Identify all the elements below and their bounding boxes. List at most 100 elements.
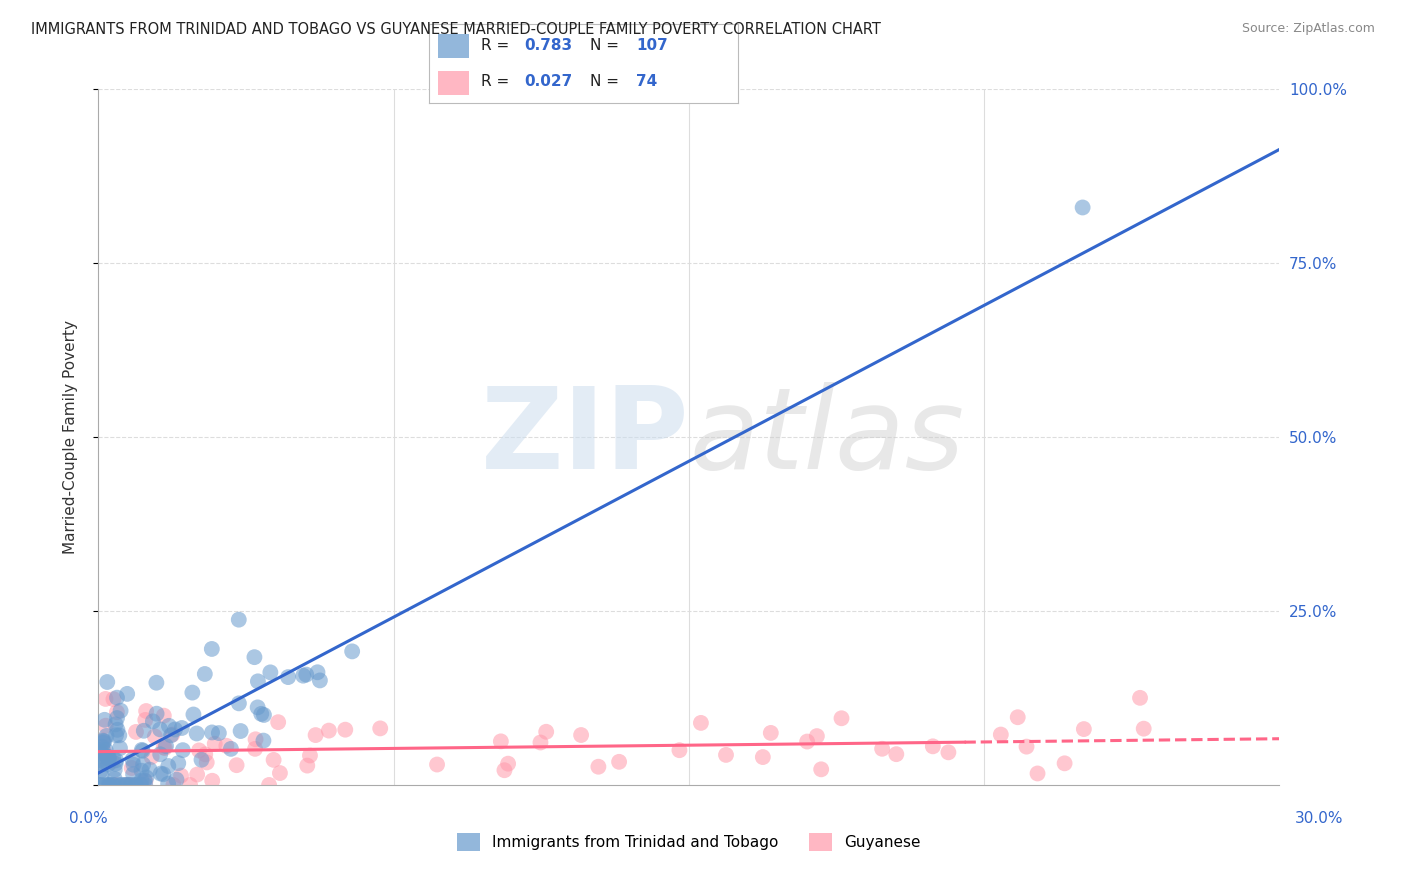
Point [98, 778, 121, 792]
Text: Source: ZipAtlas.com: Source: ZipAtlas.com [1241, 22, 1375, 36]
Point [668, 743, 690, 757]
Point [228, 613, 250, 627]
Point [93, 734, 115, 748]
Point [132, 723, 155, 738]
Point [155, 739, 177, 753]
Point [91, 739, 114, 754]
Bar [439, 71, 470, 95]
Point [103, 778, 125, 792]
Point [90, 748, 112, 763]
Point [569, 728, 592, 742]
Point [752, 750, 775, 764]
Point [114, 778, 136, 792]
Point [94, 778, 117, 792]
Point [1132, 722, 1154, 736]
Point [97, 751, 120, 765]
Y-axis label: Married-Couple Family Poverty: Married-Couple Family Poverty [63, 320, 77, 554]
Point [162, 778, 184, 792]
Point [115, 687, 138, 701]
Point [607, 755, 630, 769]
Point [195, 756, 218, 770]
Point [188, 743, 211, 757]
Text: 107: 107 [636, 37, 668, 53]
Point [194, 747, 217, 762]
Point [101, 755, 124, 769]
Point [243, 650, 266, 665]
Point [91, 734, 114, 748]
Point [183, 707, 205, 722]
Point [124, 778, 146, 792]
Point [114, 778, 136, 792]
Point [194, 667, 217, 681]
Point [97, 749, 120, 764]
Point [120, 778, 142, 792]
Point [170, 769, 193, 783]
Point [93, 745, 115, 759]
Point [806, 729, 828, 743]
Point [496, 756, 519, 771]
Point [94, 692, 117, 706]
Point [120, 778, 142, 792]
Point [426, 757, 449, 772]
Point [190, 753, 212, 767]
Point [690, 715, 713, 730]
Point [186, 726, 208, 740]
Point [125, 778, 148, 792]
Point [831, 711, 853, 725]
Point [105, 728, 128, 742]
Point [91, 754, 114, 768]
Point [340, 644, 363, 658]
Point [269, 766, 291, 780]
Point [201, 773, 224, 788]
Text: 30.0%: 30.0% [1295, 812, 1343, 826]
Point [142, 714, 165, 729]
Point [104, 763, 127, 777]
Point [131, 773, 153, 788]
Point [810, 762, 832, 776]
Point [1007, 710, 1029, 724]
Point [1053, 756, 1076, 771]
Point [181, 685, 204, 699]
Point [90, 778, 112, 792]
Point [201, 642, 224, 657]
Point [167, 756, 190, 771]
Point [335, 723, 357, 737]
Point [990, 728, 1012, 742]
Point [494, 763, 516, 777]
Point [157, 777, 180, 791]
Point [298, 748, 321, 763]
Point [135, 704, 157, 718]
Point [295, 667, 318, 681]
Point [759, 726, 782, 740]
Point [96, 675, 118, 690]
Point [96, 749, 118, 764]
Point [111, 778, 134, 792]
Legend: Immigrants from Trinidad and Tobago, Guyanese: Immigrants from Trinidad and Tobago, Guy… [451, 827, 927, 857]
Point [588, 760, 610, 774]
Point [263, 753, 285, 767]
Point [134, 774, 156, 789]
Point [1071, 201, 1094, 215]
Point [257, 778, 280, 792]
Point [160, 728, 183, 742]
Text: R =: R = [481, 37, 515, 53]
Point [94, 743, 117, 757]
Point [215, 739, 238, 753]
Point [253, 708, 276, 723]
Point [91, 736, 114, 750]
Point [121, 761, 143, 775]
Text: atlas: atlas [689, 382, 965, 492]
Point [143, 730, 166, 744]
Bar [439, 34, 470, 58]
Point [110, 704, 132, 718]
Point [368, 722, 391, 736]
Point [87, 754, 110, 768]
Point [91, 733, 114, 747]
Point [292, 668, 315, 682]
Point [1026, 766, 1049, 780]
Point [166, 772, 188, 787]
Point [97, 750, 120, 764]
Point [297, 758, 319, 772]
Point [121, 753, 143, 767]
Point [152, 740, 174, 755]
